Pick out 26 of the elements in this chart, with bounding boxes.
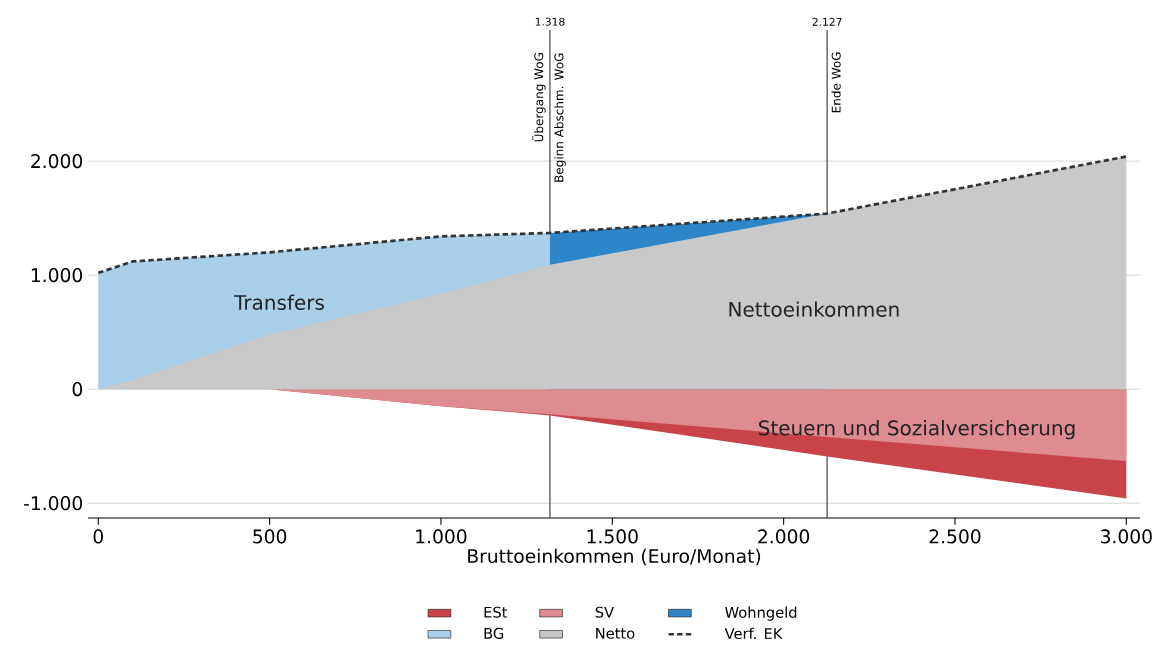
ref-line-label: 1.318 [535, 17, 565, 26]
x-tick-label: 3.000 [1101, 529, 1152, 544]
legend-label: Netto [596, 627, 635, 639]
annotation: Transfers [233, 294, 324, 311]
legend-label: ESt [484, 606, 508, 618]
y-tick-label: -1.000 [24, 496, 83, 511]
annotation: Beginn Abschm. WoG [554, 53, 566, 182]
annotation: Nettoeinkommen [729, 301, 899, 317]
y-tick-label: 1.000 [31, 268, 83, 283]
x-tick-label: 0 [93, 529, 103, 544]
x-tick-label: 2.500 [929, 529, 981, 544]
y-tick-label: 0 [72, 382, 83, 397]
legend-label: SV [595, 606, 614, 618]
ref-line-label: 2.127 [812, 17, 842, 26]
annotation: Übergang WoG [532, 53, 546, 142]
y-tick-label: 2.000 [31, 154, 83, 169]
legend-label: Wohngeld [725, 606, 797, 621]
annotation: Ende WoG [831, 52, 841, 113]
x-tick-label: 500 [253, 529, 287, 544]
x-tick-label: 1.000 [416, 529, 467, 544]
legend-label: Verf. EK [724, 627, 783, 640]
x-tick-label: 1.500 [587, 529, 638, 544]
annotation: Steuern und Sozialversicherung [759, 420, 1075, 440]
x-axis-title: Bruttoeinkommen (Euro/Monat) [468, 548, 761, 566]
legend-label: BG [484, 627, 504, 639]
x-tick-label: 2.000 [758, 529, 810, 544]
